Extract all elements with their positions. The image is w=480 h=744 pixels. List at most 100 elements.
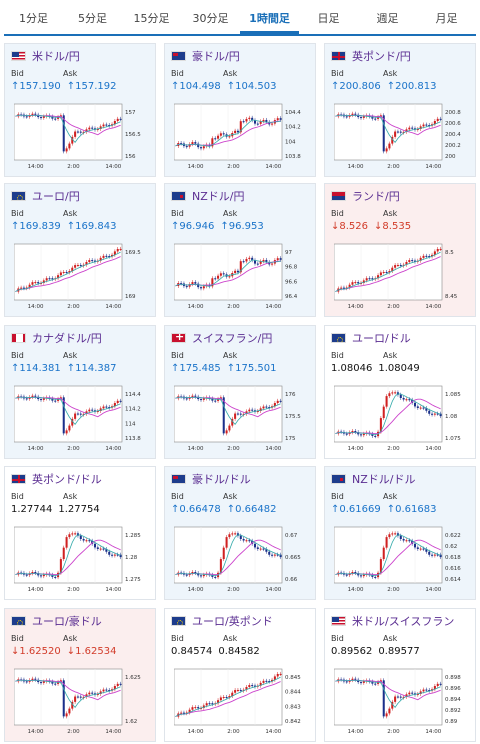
candle xyxy=(68,708,71,714)
candle xyxy=(394,265,397,268)
price-chart[interactable]: 176 175.5 175 14:00 2:00 14:00 xyxy=(174,384,304,456)
candle xyxy=(228,276,231,278)
candle xyxy=(408,540,411,542)
pair-title-link[interactable]: 英ポンド/ドル xyxy=(11,471,102,487)
rate-card[interactable]: スイスフラン/円 Bid Ask ↑175.485 ↑175.501 17617… xyxy=(164,325,316,459)
ask-value: 96.953 xyxy=(228,221,264,232)
pair-title-link[interactable]: 米ドル/円 xyxy=(11,48,80,64)
tab-4[interactable]: 1時間足 xyxy=(240,4,299,34)
tab-6[interactable]: 週足 xyxy=(376,12,399,25)
price-chart[interactable]: 97 96.8 96.6 96.4 14:00 2:00 14:00 xyxy=(174,242,304,314)
tab-2[interactable]: 15分足 xyxy=(133,12,170,25)
tab-1[interactable]: 5分足 xyxy=(78,12,107,25)
tab-0[interactable]: 1分足 xyxy=(19,12,48,25)
candle xyxy=(359,682,363,684)
price-chart[interactable]: 8.5 8.45 14:00 2:00 14:00 xyxy=(334,242,464,314)
rate-card[interactable]: ランド/円 Bid Ask ↓8.526 ↓8.535 8.5 8.45 14:00… xyxy=(324,183,476,317)
x-tick-label: 14:00 xyxy=(265,446,281,452)
tab-5[interactable]: 日足 xyxy=(317,12,340,25)
pair-title-link[interactable]: カナダドル/円 xyxy=(11,330,102,346)
candle xyxy=(236,130,239,133)
pair-title-link[interactable]: ランド/円 xyxy=(331,188,400,204)
price-chart[interactable]: 114.4 114.2 114 113.8 14:00 2:00 14:00 xyxy=(14,384,144,456)
y-tick-label: 0.622 xyxy=(445,533,461,539)
bid-label: Bid xyxy=(331,69,344,78)
candle xyxy=(357,432,360,435)
price-chart[interactable]: 1.085 1.08 1.075 14:00 2:00 14:00 xyxy=(334,384,464,456)
bid-label: Bid xyxy=(171,209,184,218)
candle xyxy=(236,413,239,415)
y-tick-label: 1.625 xyxy=(125,675,141,681)
tab-3[interactable]: 30分足 xyxy=(192,12,229,25)
pair-title-link[interactable]: 英ポンド/円 xyxy=(331,48,411,64)
price-chart[interactable]: 200.8 200.6 200.4 200.2 200 14:00 2:00 14:00 xyxy=(334,102,464,174)
candle xyxy=(271,554,274,556)
y-tick-label: 113.8 xyxy=(125,436,141,442)
candle xyxy=(259,548,262,550)
ma-long-line xyxy=(335,256,441,292)
price-chart[interactable]: 0.898 0.896 0.894 0.892 0.89 14:00 2:00 14:00 xyxy=(334,667,464,739)
candle xyxy=(256,123,259,125)
rate-card[interactable]: ユーロ/ドル Bid Ask 1.08046 1.08049 1.085 1.08… xyxy=(324,325,476,459)
pair-title-link[interactable]: ユーロ/ドル xyxy=(331,330,411,346)
candle xyxy=(382,680,385,717)
price-chart[interactable]: 0.845 0.844 0.843 0.842 14:00 2:00 14:00 xyxy=(174,667,304,739)
pair-title-link[interactable]: スイスフラン/円 xyxy=(171,330,272,346)
rate-card[interactable]: 英ポンド/ドル Bid Ask 1.27744 1.27754 1.285 1.2… xyxy=(4,466,156,600)
flag-icon xyxy=(171,474,186,484)
candle xyxy=(199,287,203,289)
pair-title-link[interactable]: 豪ドル/ドル xyxy=(171,471,251,487)
price-chart[interactable]: 169.5 169 14:00 2:00 14:00 xyxy=(14,242,144,314)
candle xyxy=(388,271,391,273)
y-tick-label: 0.842 xyxy=(285,719,301,725)
rate-card[interactable]: 英ポンド/円 Bid Ask ↑200.806 ↑200.813 200.8 20… xyxy=(324,43,476,177)
candle xyxy=(108,124,111,126)
price-chart[interactable]: 104.4 104.2 104 103.8 14:00 2:00 14:00 xyxy=(174,102,304,174)
candle xyxy=(199,707,203,709)
candle xyxy=(116,118,119,122)
bid-ask-labels: Bid Ask xyxy=(331,351,435,360)
rate-card[interactable]: 米ドル/スイスフラン Bid Ask 0.89562 0.89577 0.898… xyxy=(324,608,476,742)
pair-title-link[interactable]: ユーロ/円 xyxy=(11,188,80,204)
tab-7[interactable]: 月足 xyxy=(435,12,458,25)
pair-title-link[interactable]: ユーロ/豪ドル xyxy=(11,613,102,629)
rate-card[interactable]: 豪ドル/ドル Bid Ask ↑0.66478 ↑0.66482 0.67 0.6… xyxy=(164,466,316,600)
rate-card[interactable]: ユーロ/豪ドル Bid Ask ↓1.62520 ↓1.62534 1.625 1… xyxy=(4,608,156,742)
candle xyxy=(396,264,399,266)
candle xyxy=(251,257,254,261)
ask-label: Ask xyxy=(383,351,398,360)
y-tick-label: 156 xyxy=(125,154,136,160)
pair-title-link[interactable]: NZドル/円 xyxy=(171,188,244,204)
candle xyxy=(256,263,259,265)
candle xyxy=(62,397,65,434)
price-chart[interactable]: 1.625 1.62 14:00 2:00 14:00 xyxy=(14,667,144,739)
rate-card[interactable]: カナダドル/円 Bid Ask ↑114.381 ↑114.387 114.4 1… xyxy=(4,325,156,459)
candle xyxy=(436,683,439,687)
pair-title-link[interactable]: 米ドル/スイスフラン xyxy=(331,613,454,629)
candle xyxy=(256,410,259,412)
price-chart[interactable]: 0.67 0.665 0.66 14:00 2:00 14:00 xyxy=(174,525,304,597)
candle xyxy=(222,273,225,275)
rate-card[interactable]: ユーロ/円 Bid Ask ↑169.839 ↑169.843 169.5 169… xyxy=(4,183,156,317)
rate-card[interactable]: ユーロ/英ポンド Bid Ask 0.84574 0.84582 0.845 0.… xyxy=(164,608,316,742)
bid-ask-labels: Bid Ask xyxy=(331,634,435,643)
rate-card[interactable]: NZドル/ドル Bid Ask ↑0.61669 ↑0.61683 0.622 0… xyxy=(324,466,476,600)
candle xyxy=(34,678,37,680)
rate-card[interactable]: 米ドル/円 Bid Ask ↑157.190 ↑157.192 157 156.5… xyxy=(4,43,156,177)
candle xyxy=(374,576,377,578)
rate-card[interactable]: 豪ドル/円 Bid Ask ↑104.498 ↑104.503 104.4 104… xyxy=(164,43,316,177)
pair-title-link[interactable]: 豪ドル/円 xyxy=(171,48,240,64)
candle xyxy=(45,278,48,281)
pair-title-link[interactable]: ユーロ/英ポンド xyxy=(171,613,273,629)
ma-short-line xyxy=(335,251,441,292)
y-tick-label: 176 xyxy=(285,392,296,398)
rate-card[interactable]: NZドル/円 Bid Ask ↑96.946 ↑96.953 97 96.8 96.… xyxy=(164,183,316,317)
candle xyxy=(365,278,368,281)
pair-title-link[interactable]: NZドル/ドル xyxy=(331,471,415,487)
price-chart[interactable]: 1.285 1.28 1.275 14:00 2:00 14:00 xyxy=(14,525,144,597)
price-chart[interactable]: 0.622 0.62 0.618 0.616 0.614 14:00 2:00 14:00 xyxy=(334,525,464,597)
candle xyxy=(413,260,417,262)
price-chart[interactable]: 157 156.5 156 14:00 2:00 14:00 xyxy=(14,102,144,174)
candle xyxy=(394,392,397,394)
candle xyxy=(99,126,102,129)
